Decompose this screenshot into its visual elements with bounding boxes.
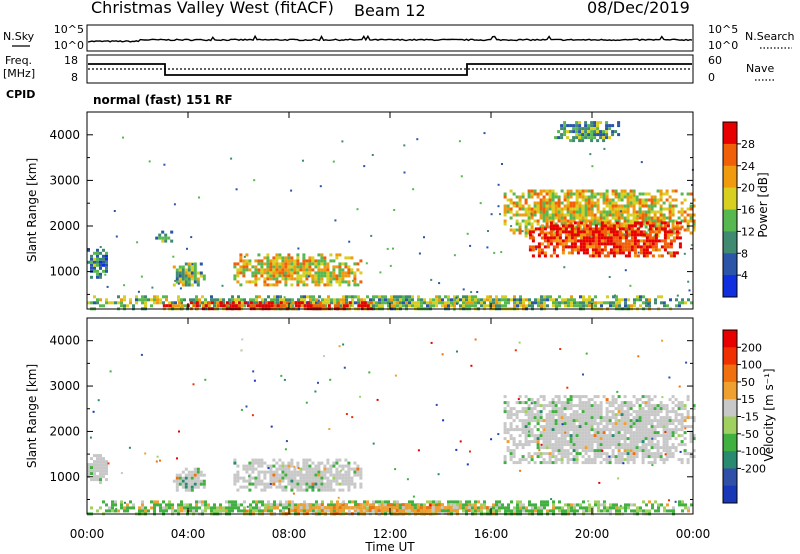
x-tick-label: 04:00 [171, 527, 206, 541]
x-tick-label: 00:00 [676, 527, 711, 541]
noise-right-tick-top: 10^5 [708, 23, 738, 36]
y-tick-label: 1000 [49, 470, 80, 484]
velocity-y-axis-label: Slant Range [km] [25, 364, 39, 468]
velocity-speckles [89, 338, 688, 513]
colorbar-swatch [723, 253, 737, 276]
frequency-strip: Freq. [MHz] 18 8 60 0 Nave [3, 54, 775, 84]
colorbar-swatch [723, 451, 737, 469]
colorbar-tick-label: 28 [741, 138, 755, 151]
colorbar-swatch [723, 330, 737, 348]
power-region-7 [528, 221, 682, 258]
x-axis-title: Time UT [364, 540, 415, 554]
colorbar-swatch [723, 485, 737, 504]
velocity-colorbar: 200 100 50 15 -15 -50 -100 -200 [722, 329, 766, 504]
y-tick-label: 3000 [49, 173, 80, 187]
colorbar-swatch [723, 433, 737, 452]
velocity-region-1 [172, 467, 206, 492]
freq-right-tick-bottom: 0 [708, 71, 715, 84]
power-region-3 [233, 253, 363, 287]
y-tick-label: 4000 [49, 334, 80, 348]
freq-left-tick-bottom: 8 [71, 71, 78, 84]
colorbar-tick-label: 12 [741, 225, 755, 238]
colorbar-swatch [723, 231, 737, 254]
colorbar-tick-label: 50 [741, 376, 755, 389]
colorbar-tick-label: -15 [741, 411, 759, 424]
colorbar-swatch [723, 399, 737, 417]
velocity-axis-ticks: 00:00 04:00 08:00 12:00 16:00 20:00 00:00 1000 2… [49, 317, 711, 541]
colorbar-swatch [723, 122, 737, 145]
colorbar-swatch [723, 468, 737, 487]
chart-title: Christmas Valley West (fitACF) [91, 0, 334, 17]
x-tick-label: 12:00 [373, 527, 408, 541]
colorbar-tick-label: 15 [741, 393, 755, 406]
velocity-region-2 [233, 458, 363, 492]
velocity-panel: 00:00 04:00 08:00 12:00 16:00 20:00 00:00 1000 2… [25, 317, 776, 541]
freq-right-label: Nave [746, 62, 774, 75]
noise-left-tick-top: 10^5 [54, 23, 84, 36]
velocity-data-layer [87, 338, 696, 516]
colorbar-tick-label: 16 [741, 204, 755, 217]
colorbar-swatch [723, 165, 737, 189]
freq-left-label-2: [MHz] [3, 67, 35, 80]
power-region-1 [155, 230, 174, 243]
noise-right-tick-bottom: 10^0 [708, 39, 738, 52]
colorbar-tick-label: 200 [741, 341, 762, 354]
colorbar-swatch [723, 364, 737, 383]
colorbar-swatch [723, 209, 737, 232]
colorbar-swatch [723, 347, 737, 366]
power-y-axis-label: Slant Range [km] [25, 158, 39, 262]
velocity-region-5 [503, 395, 696, 465]
power-colorbar-label: Power [dB] [756, 172, 770, 237]
colorbar-swatch [723, 143, 737, 167]
x-tick-label: 00:00 [70, 527, 105, 541]
power-region-8 [554, 121, 621, 143]
freq-left-tick-top: 18 [64, 54, 78, 67]
y-tick-label: 1000 [49, 265, 80, 279]
noise-right-label: N.Search [745, 30, 795, 43]
y-tick-label: 2000 [49, 219, 80, 233]
colorbar-tick-label: -200 [741, 462, 766, 475]
power-panel: 1000 2000 3000 4000 Slant Range [km] 4 8 12 16… [25, 111, 770, 311]
cpid-value: normal (fast) 151 RF [93, 93, 233, 107]
x-tick-label: 08:00 [272, 527, 307, 541]
power-axis-ticks: 1000 2000 3000 4000 [49, 111, 694, 309]
noise-left-tick-bottom: 10^0 [54, 39, 84, 52]
colorbar-swatch [723, 381, 737, 400]
power-region-0 [87, 248, 108, 279]
y-tick-label: 2000 [49, 424, 80, 438]
velocity-colorbar-label: Velocity [m s⁻¹] [762, 368, 776, 461]
freq-right-tick-top: 60 [708, 54, 722, 67]
noise-left-label: N.Sky [3, 30, 35, 43]
beam-label: Beam 12 [354, 1, 426, 20]
colorbar-swatch [723, 187, 737, 210]
y-tick-label: 3000 [49, 379, 80, 393]
power-region-2 [172, 262, 206, 287]
colorbar-swatch [723, 275, 737, 298]
colorbar-swatch [723, 416, 737, 435]
noise-strip: N.Sky 10^5 10^0 10^5 10^0 N.Search [3, 23, 795, 52]
colorbar-tick-label: 8 [741, 247, 748, 260]
freq-left-label-1: Freq. [5, 54, 32, 67]
colorbar-tick-label: 24 [741, 160, 755, 173]
cpid-label: CPID [6, 88, 35, 101]
colorbar-tick-label: -100 [741, 445, 766, 458]
colorbar-tick-label: 100 [741, 359, 762, 372]
colorbar-tick-label: 4 [741, 269, 748, 282]
power-colorbar: 4 8 12 16 20 24 28 [722, 121, 755, 298]
x-tick-label: 16:00 [474, 527, 509, 541]
colorbar-tick-label: 20 [741, 182, 755, 195]
power-speckles [99, 132, 694, 311]
velocity-region-0 [87, 454, 108, 485]
date-label: 08/Dec/2019 [587, 0, 690, 17]
noise-sky-trace [87, 34, 693, 43]
colorbar-tick-label: -50 [741, 428, 759, 441]
x-tick-label: 20:00 [575, 527, 610, 541]
frequency-trace [88, 63, 692, 76]
power-data-layer [87, 121, 696, 311]
y-tick-label: 4000 [49, 128, 80, 142]
